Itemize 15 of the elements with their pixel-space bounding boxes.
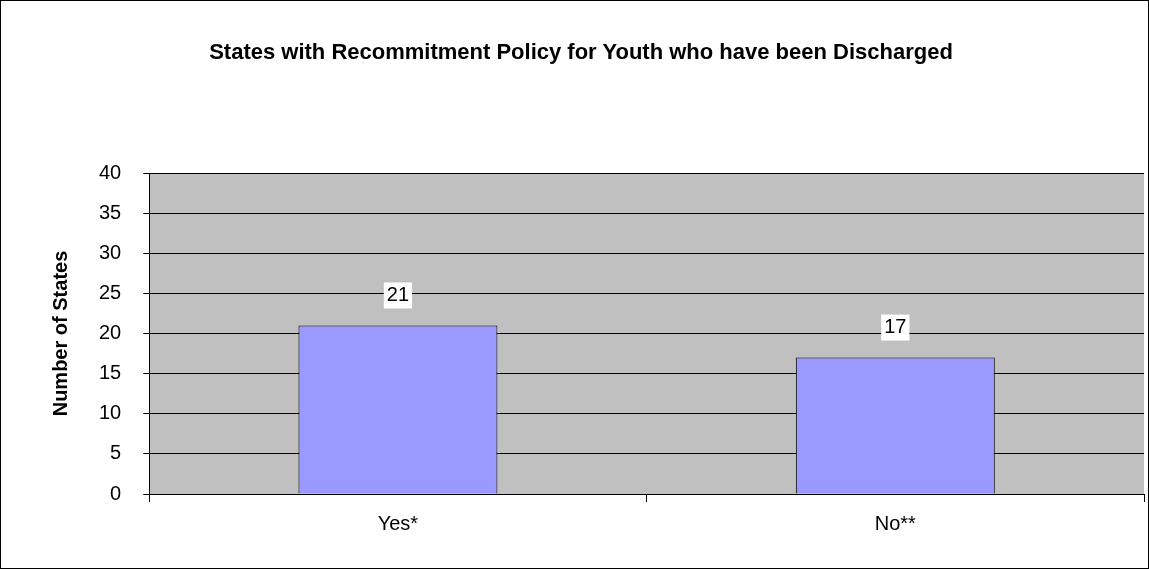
y-tick-label: 40 <box>99 160 122 183</box>
y-tick-label: 15 <box>99 361 122 384</box>
y-tick-label: 0 <box>110 481 122 504</box>
y-tick-label: 30 <box>99 240 122 263</box>
data-label: 17 <box>884 315 907 338</box>
y-tick-label: 5 <box>110 441 122 464</box>
x-tick-label: Yes* <box>377 511 419 534</box>
x-tick-label: No** <box>874 511 917 534</box>
y-tick-label: 20 <box>99 321 122 344</box>
chart-title: States with Recommitment Policy for Youth who have been Discharged <box>208 38 954 66</box>
y-axis-title: Number of States <box>48 250 71 417</box>
y-tick-label: 35 <box>99 200 122 223</box>
data-label: 21 <box>386 282 410 305</box>
y-tick-label: 10 <box>99 401 122 424</box>
y-tick-label: 25 <box>99 280 122 303</box>
